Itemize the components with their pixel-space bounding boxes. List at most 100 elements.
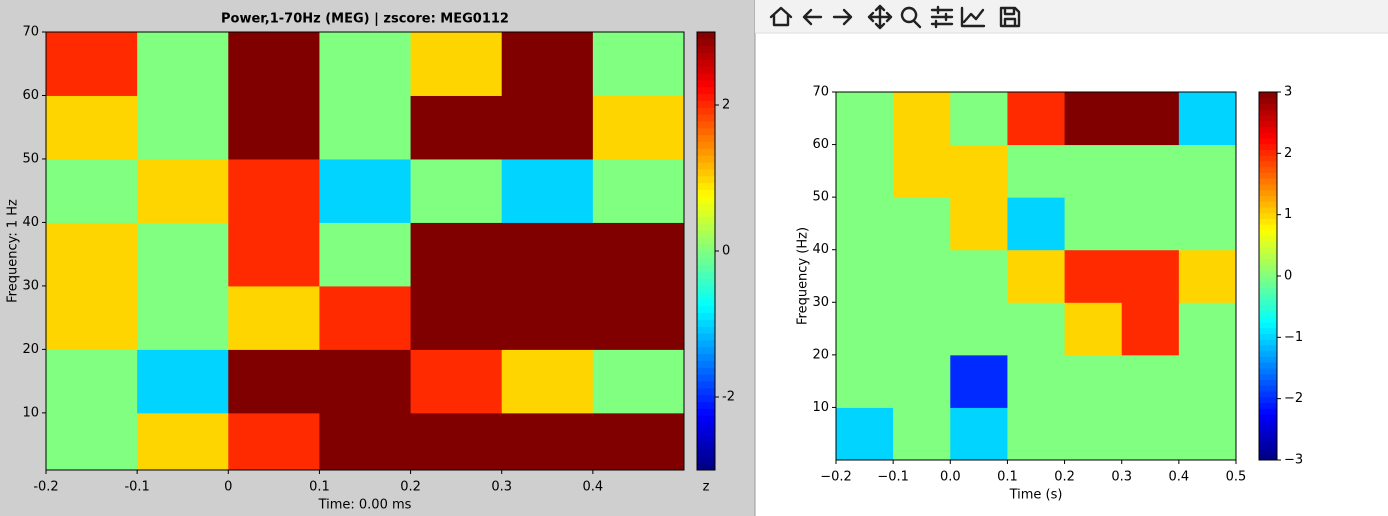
- colorbar-segment: [1259, 207, 1277, 214]
- colorbar-segment: [697, 456, 715, 464]
- colorbar-segment: [1259, 270, 1277, 277]
- x-tick-label: -0.1: [124, 480, 149, 495]
- x-tick-label: 0.5: [1226, 470, 1247, 485]
- configure-button[interactable]: [930, 5, 954, 29]
- colorbar-segment: [697, 168, 715, 177]
- heatmap-cell: [501, 95, 594, 160]
- colorbar-segment: [697, 360, 715, 368]
- colorbar-segment: [697, 394, 715, 403]
- colorbar-tick-label: 2: [1284, 146, 1292, 161]
- colorbar-segment: [697, 148, 715, 156]
- x-tick-label: 0.1: [309, 480, 330, 495]
- colorbar-segment: [697, 73, 715, 81]
- colorbar-segment: [697, 278, 715, 286]
- heatmap-cell: [137, 412, 229, 470]
- heatmap-cell: [1064, 144, 1123, 198]
- colorbar-segment: [1259, 138, 1277, 145]
- colorbar-tick-label: −1: [1284, 330, 1303, 345]
- y-tick-label: 10: [22, 405, 39, 420]
- heatmap-cell: [319, 158, 412, 223]
- colorbar-segment: [1259, 155, 1277, 162]
- y-tick-label: 60: [812, 137, 829, 152]
- colorbar-segment: [1259, 103, 1277, 110]
- heatmap-cell: [501, 158, 594, 223]
- heatmap-cell: [950, 144, 1008, 198]
- x-tick-label: 0.4: [1169, 470, 1190, 485]
- heatmap-cell: [592, 412, 684, 470]
- colorbar-segment: [1259, 316, 1277, 323]
- colorbar-segment: [1259, 345, 1277, 352]
- colorbar-segment: [697, 442, 715, 450]
- heatmap-cell: [893, 144, 951, 198]
- colorbar-segment: [697, 271, 715, 279]
- colorbar-segment: [697, 312, 715, 320]
- back-button[interactable]: [802, 8, 823, 26]
- heatmap-cell: [410, 285, 503, 350]
- colorbar-tick-label: 3: [1284, 85, 1292, 100]
- colorbar-segment: [697, 100, 715, 108]
- heatmap-cell: [410, 222, 503, 287]
- x-tick-label: 0.3: [1111, 470, 1132, 485]
- colorbar-segment: [1259, 120, 1277, 127]
- heatmap-cell: [1178, 92, 1236, 146]
- heatmap-cell: [1007, 144, 1066, 198]
- colorbar-segment: [1259, 241, 1277, 248]
- colorbar-segment: [1259, 143, 1277, 150]
- colorbar-segment: [697, 134, 715, 142]
- colorbar-segment: [697, 141, 715, 149]
- colorbar-segment: [697, 264, 715, 273]
- colorbar-segment: [697, 203, 715, 211]
- colorbar-tick-label: 0: [722, 244, 730, 259]
- zoom-button[interactable]: [900, 6, 922, 29]
- heatmap-cell: [1178, 144, 1236, 198]
- colorbar-segment: [1259, 322, 1277, 329]
- y-tick-label: 20: [22, 342, 39, 357]
- colorbar-segment: [697, 285, 715, 293]
- heatmap-cell: [1064, 302, 1123, 356]
- colorbar-segment: [1259, 132, 1277, 139]
- colorbar-segment: [697, 237, 715, 245]
- heatmap-cell: [1007, 92, 1066, 146]
- heatmap-cell: [950, 354, 1008, 408]
- colorbar-segment: [1259, 414, 1277, 421]
- colorbar-segment: [697, 381, 715, 389]
- colorbar-tick-label: 1: [1284, 207, 1292, 222]
- colorbar-segment: [1259, 391, 1277, 398]
- heatmap-cell: [228, 32, 320, 96]
- save-button[interactable]: [999, 6, 1021, 28]
- colorbar-segment: [1259, 161, 1277, 168]
- heatmap-cell: [228, 285, 320, 350]
- heatmap-cell: [1007, 249, 1066, 303]
- heatmap-cell: [319, 222, 412, 287]
- heatmap-cell: [46, 349, 138, 414]
- heatmap-cell: [137, 95, 229, 160]
- x-tick-label: 0: [224, 480, 232, 495]
- heatmap-cell: [410, 95, 503, 160]
- colorbar-segment: [697, 120, 715, 129]
- colorbar-segment: [1259, 109, 1277, 116]
- heatmap-cell: [1178, 407, 1236, 460]
- heatmap-cell: [501, 222, 594, 287]
- heatmap-cell: [228, 412, 320, 470]
- y-tick-label: 40: [22, 215, 39, 230]
- x-tick-label: 0.2: [1054, 470, 1075, 485]
- heatmap-cell: [836, 144, 894, 198]
- colorbar-segment: [697, 162, 715, 170]
- colorbar-segment: [1259, 287, 1277, 294]
- home-button[interactable]: [769, 6, 793, 27]
- pan-button[interactable]: [867, 4, 893, 30]
- heatmap-cell: [893, 407, 951, 460]
- colorbar-segment: [1259, 218, 1277, 225]
- colorbar-segment: [1259, 293, 1277, 300]
- colorbar-segment: [1259, 402, 1277, 409]
- heatmap-cell: [950, 407, 1008, 460]
- colorbar-segment: [697, 59, 715, 67]
- forward-button[interactable]: [832, 8, 853, 26]
- heatmap-cell: [1007, 197, 1066, 251]
- colorbar-segment: [1259, 339, 1277, 346]
- heatmap-cell: [893, 302, 951, 356]
- heatmap-cell: [1121, 407, 1180, 460]
- edit-button[interactable]: [960, 6, 986, 28]
- heatmap-cell: [46, 222, 138, 287]
- heatmap-cell: [319, 412, 412, 470]
